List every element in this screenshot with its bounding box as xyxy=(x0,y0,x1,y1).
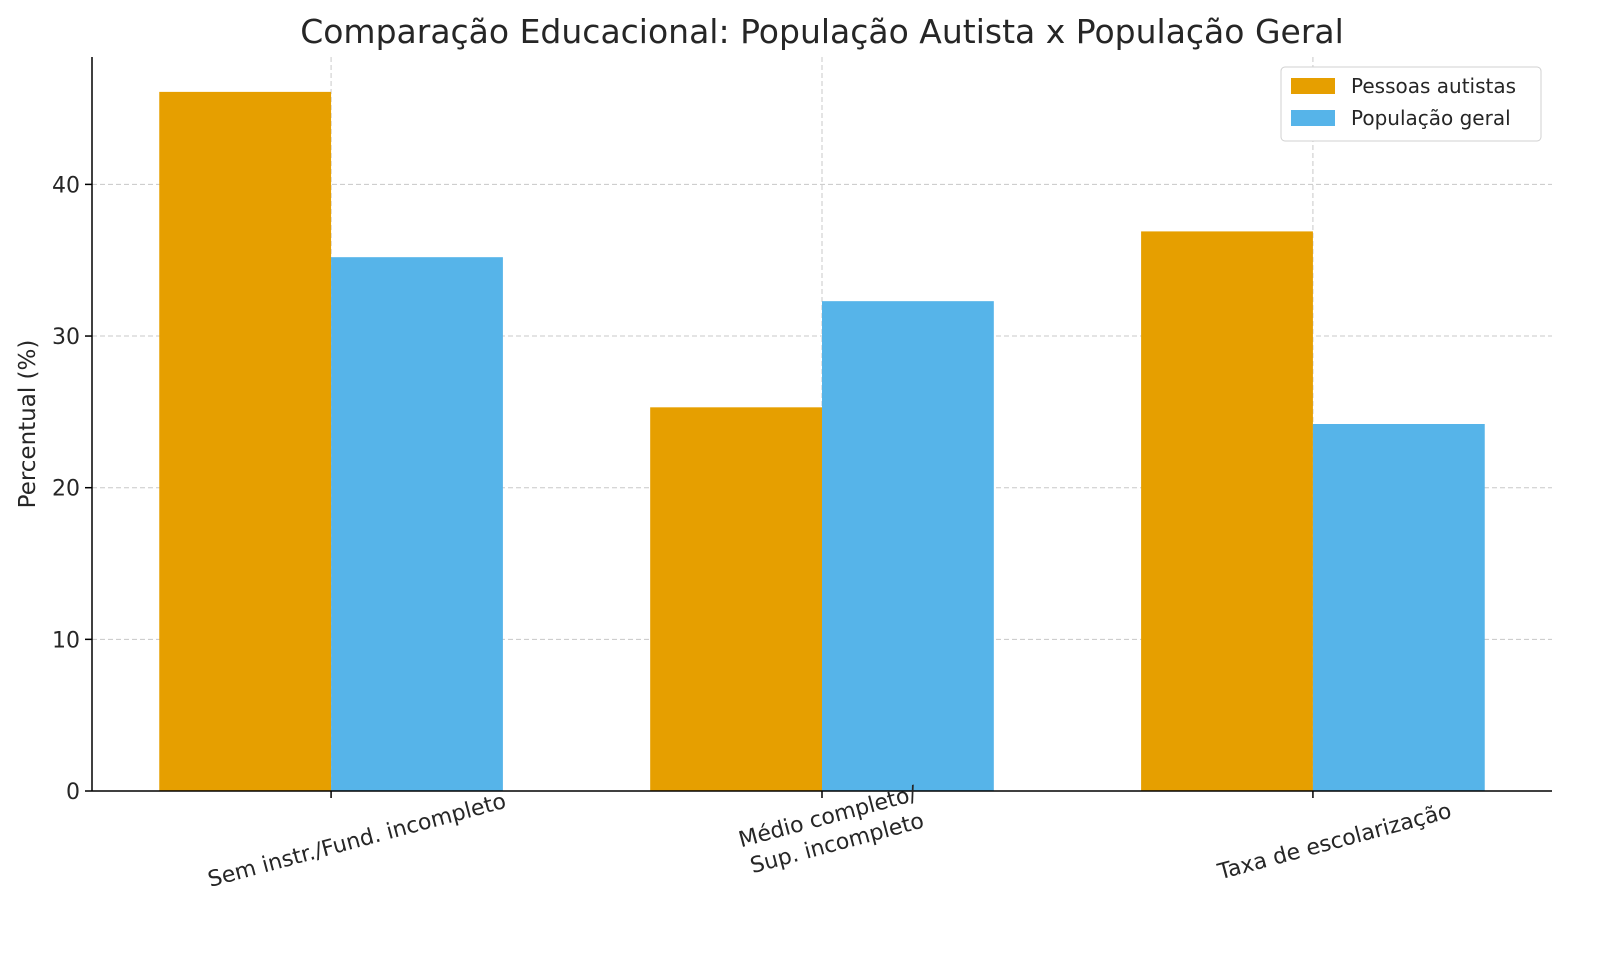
legend-label: População geral xyxy=(1351,106,1511,130)
y-axis-label: Percentual (%) xyxy=(15,340,41,509)
y-tick-label: 10 xyxy=(52,628,80,653)
bars xyxy=(159,91,1485,792)
y-tick-label: 30 xyxy=(52,325,80,350)
legend-box xyxy=(1280,66,1542,142)
legend-label: Pessoas autistas xyxy=(1351,74,1516,98)
x-tick-label: Taxa de escolarização xyxy=(1214,799,1454,886)
x-tick-label-line: Sem instr./Fund. incompleto xyxy=(205,789,509,893)
bar-geral xyxy=(822,301,994,791)
bar-geral xyxy=(1312,424,1485,791)
y-tick-label: 20 xyxy=(52,477,80,502)
x-tick-label: Médio completo/Sup. incompleto xyxy=(736,781,927,879)
x-tick-label: Sem instr./Fund. incompleto xyxy=(205,789,509,893)
legend-swatch xyxy=(1291,110,1335,126)
bar-autistas xyxy=(1141,231,1313,792)
y-tick-label: 0 xyxy=(66,780,80,805)
bar-autistas xyxy=(159,91,332,791)
chart-title: Comparação Educacional: População Autist… xyxy=(300,12,1344,51)
legend: Pessoas autistas População geral xyxy=(1280,66,1542,142)
bar-geral xyxy=(331,257,503,791)
bar-autistas xyxy=(650,407,822,791)
y-tick-label: 40 xyxy=(52,173,80,198)
x-tick-label-line: Taxa de escolarização xyxy=(1214,799,1454,886)
legend-swatch xyxy=(1291,78,1335,94)
